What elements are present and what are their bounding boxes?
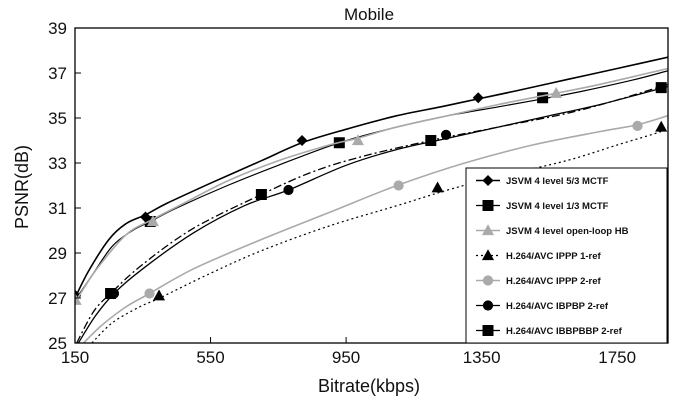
series-5 [82, 114, 668, 343]
legend-marker [482, 174, 494, 187]
y-tick-label: 25 [48, 334, 67, 353]
y-tick-label: 31 [48, 199, 67, 218]
legend-entry: JSVM 4 level open-loop HB [476, 224, 629, 237]
data-point [152, 289, 166, 301]
data-point [144, 288, 155, 299]
y-tick-label: 33 [48, 154, 67, 173]
data-point [537, 92, 549, 104]
y-tick-label: 39 [48, 19, 67, 38]
legend-box [465, 167, 668, 344]
series-4 [91, 120, 668, 343]
legend-label: H.264/AVC IBPBP 2-ref [506, 301, 609, 312]
data-point [431, 181, 444, 193]
y-tick-label: 29 [48, 244, 67, 263]
x-axis-label: Bitrate(kbps) [318, 376, 420, 396]
axis-ticks: 25 27 29 31 33 35 37 39 150 550 950 1350 1750 [48, 19, 636, 367]
data-point [283, 184, 294, 196]
legend-label: JSVM 4 level 5/3 MCTF [506, 176, 609, 187]
data-point [655, 120, 668, 132]
plot-area [75, 56, 668, 343]
legend-entry: H.264/AVC IBBPBBP 2-ref [476, 325, 623, 337]
data-point [550, 87, 563, 98]
chart-title: Mobile [344, 5, 394, 24]
x-tick-label: 950 [332, 348, 360, 367]
legend-entry: JSVM 4 level 5/3 MCTF [476, 174, 609, 187]
data-point [425, 135, 437, 146]
y-tick-label: 35 [48, 109, 67, 128]
legend-marker [481, 249, 495, 261]
legend-entry: H.264/AVC IBPBP 2-ref [476, 300, 609, 312]
data-point [351, 134, 364, 146]
plot-frame [74, 27, 669, 344]
legend-label: H.264/AVC IPPP 2-ref [506, 276, 602, 287]
x-tick-label: 1750 [598, 348, 636, 367]
legend-marker [482, 200, 494, 211]
legend-label: JSVM 4 level 1/3 MCTF [506, 201, 609, 212]
series-3 [75, 67, 668, 305]
data-point [632, 120, 643, 131]
x-tick-label: 150 [61, 348, 89, 367]
data-point [296, 134, 308, 147]
data-point [472, 92, 484, 104]
legend-marker [482, 300, 494, 311]
legend-entry: JSVM 4 level 1/3 MCTF [476, 200, 609, 212]
x-tick-label: 1350 [463, 348, 501, 367]
data-point [255, 189, 267, 200]
data-point [75, 294, 82, 305]
legend-entry: H.264/AVC IPPP 1-ref [476, 249, 602, 262]
legend-marker [482, 325, 494, 336]
legend-marker [482, 275, 494, 286]
y-tick-label: 27 [48, 289, 67, 308]
data-point [655, 82, 667, 94]
data-point [105, 288, 117, 299]
legend-entry: H.264/AVC IPPP 2-ref [476, 275, 602, 287]
legend-marker [481, 224, 495, 236]
data-point [146, 215, 159, 227]
legend-label: H.264/AVC IPPP 1-ref [506, 251, 602, 262]
series-line [75, 67, 668, 303]
y-tick-label: 37 [48, 64, 67, 83]
series-line [82, 114, 668, 343]
legend-label: JSVM 4 level open-loop HB [506, 226, 629, 237]
legend-label: H.264/AVC IBBPBBP 2-ref [506, 326, 623, 337]
series-7 [76, 82, 668, 343]
y-axis-label: PSNR(dB) [12, 145, 32, 229]
x-tick-label: 550 [196, 348, 224, 367]
legend: JSVM 4 level 5/3 MCTF JSVM 4 level 1/3 MC… [465, 167, 668, 344]
data-point [393, 180, 404, 191]
